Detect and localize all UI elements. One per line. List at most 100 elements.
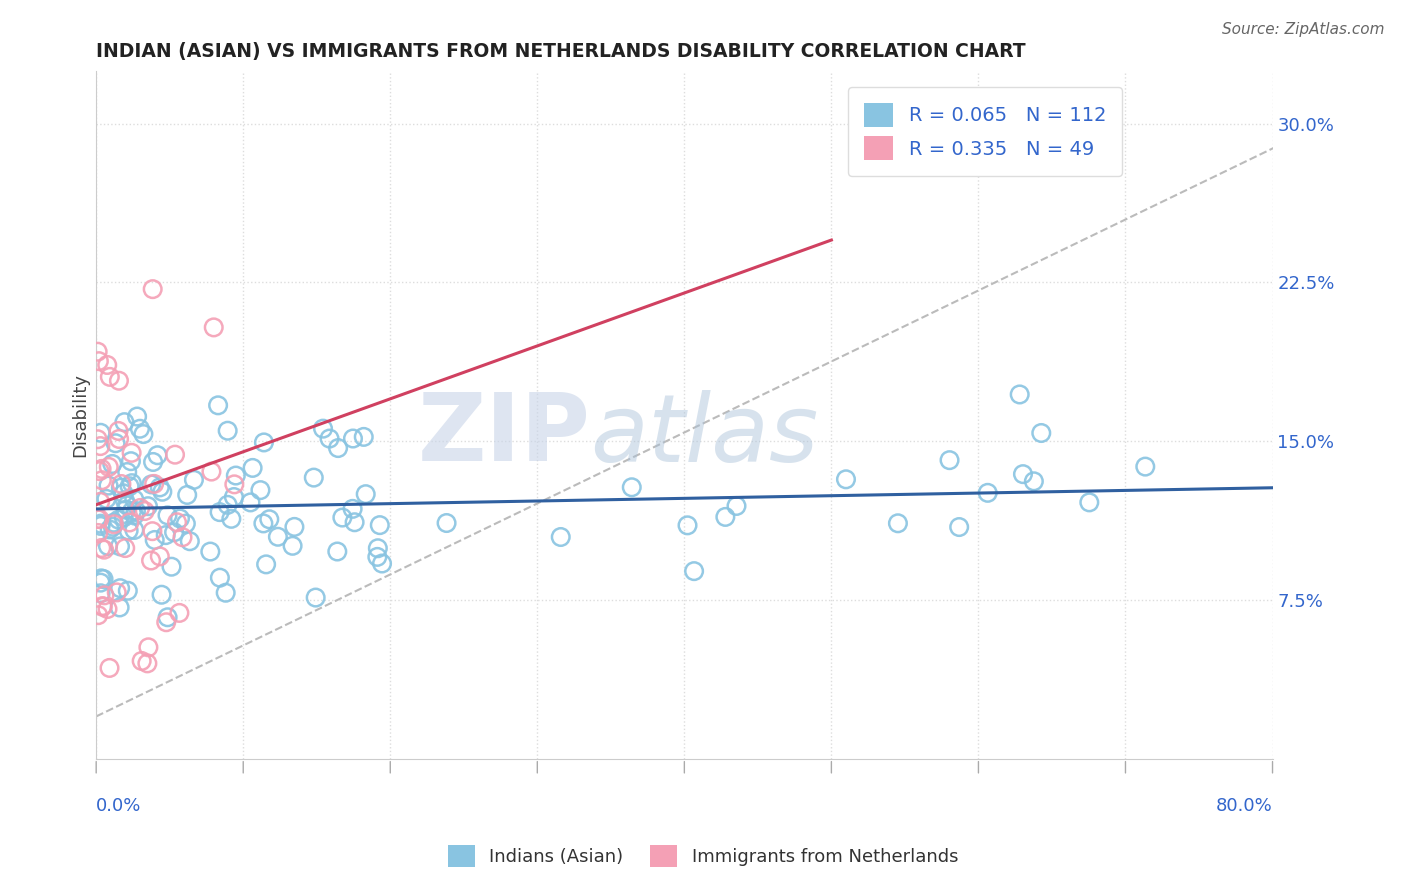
Point xyxy=(125,504,148,518)
Point xyxy=(108,539,131,553)
Point xyxy=(1008,387,1031,401)
Point xyxy=(252,516,274,531)
Point xyxy=(166,515,188,529)
Point xyxy=(714,510,737,524)
Legend: Indians (Asian), Immigrants from Netherlands: Indians (Asian), Immigrants from Netherl… xyxy=(440,838,966,874)
Point xyxy=(354,487,377,501)
Text: INDIAN (ASIAN) VS IMMIGRANTS FROM NETHERLANDS DISABILITY CORRELATION CHART: INDIAN (ASIAN) VS IMMIGRANTS FROM NETHER… xyxy=(96,42,1026,61)
Point xyxy=(1135,459,1157,474)
Text: 80.0%: 80.0% xyxy=(1216,797,1272,814)
Point xyxy=(208,571,231,585)
Point xyxy=(267,530,290,544)
Text: Source: ZipAtlas.com: Source: ZipAtlas.com xyxy=(1222,22,1385,37)
Point xyxy=(366,549,388,564)
Point xyxy=(91,599,114,613)
Point xyxy=(938,453,960,467)
Point xyxy=(105,585,128,599)
Point xyxy=(127,409,149,424)
Text: 0.0%: 0.0% xyxy=(96,797,142,814)
Point xyxy=(342,501,364,516)
Point xyxy=(436,516,458,530)
Point xyxy=(683,564,706,578)
Point xyxy=(104,436,127,450)
Point xyxy=(98,523,121,537)
Point xyxy=(136,657,159,671)
Point xyxy=(114,541,136,555)
Point xyxy=(139,553,162,567)
Point xyxy=(283,520,305,534)
Point xyxy=(620,480,643,494)
Point xyxy=(179,534,201,549)
Point xyxy=(1012,467,1035,482)
Point xyxy=(118,516,141,530)
Point xyxy=(110,481,132,495)
Point xyxy=(117,583,139,598)
Point xyxy=(110,477,132,491)
Point xyxy=(371,557,394,571)
Point xyxy=(202,320,225,334)
Point xyxy=(138,640,160,655)
Point xyxy=(143,533,166,547)
Point xyxy=(150,484,173,499)
Point xyxy=(89,439,111,453)
Text: atlas: atlas xyxy=(591,390,818,481)
Point xyxy=(332,510,354,524)
Y-axis label: Disability: Disability xyxy=(72,373,89,457)
Point xyxy=(107,513,129,527)
Point xyxy=(208,505,231,519)
Point xyxy=(96,491,118,506)
Point xyxy=(948,520,970,534)
Point xyxy=(103,517,125,532)
Point xyxy=(725,499,748,513)
Point xyxy=(124,523,146,537)
Point xyxy=(90,586,112,600)
Point xyxy=(122,492,145,507)
Point xyxy=(174,516,197,531)
Point xyxy=(90,541,112,555)
Point xyxy=(87,354,110,368)
Point xyxy=(108,374,131,388)
Point xyxy=(132,427,155,442)
Point xyxy=(183,473,205,487)
Point xyxy=(97,478,120,492)
Point xyxy=(318,432,340,446)
Point xyxy=(131,654,153,668)
Point xyxy=(112,486,135,500)
Point xyxy=(977,486,1000,500)
Point xyxy=(86,432,108,446)
Point xyxy=(98,370,121,384)
Point xyxy=(221,512,243,526)
Point xyxy=(259,512,281,526)
Point xyxy=(200,544,222,558)
Point xyxy=(117,524,139,538)
Point xyxy=(143,476,166,491)
Point xyxy=(93,588,115,602)
Point xyxy=(156,610,179,624)
Point xyxy=(90,516,112,531)
Point xyxy=(129,500,152,515)
Point xyxy=(172,530,194,544)
Point xyxy=(121,476,143,491)
Point xyxy=(114,493,136,508)
Point xyxy=(97,459,120,474)
Point xyxy=(342,432,364,446)
Point xyxy=(312,422,335,436)
Point xyxy=(217,498,239,512)
Point xyxy=(224,477,246,491)
Point xyxy=(101,519,124,533)
Point xyxy=(1078,495,1101,509)
Point xyxy=(115,465,138,479)
Point xyxy=(155,615,177,630)
Point xyxy=(302,470,325,484)
Point xyxy=(305,591,328,605)
Point xyxy=(207,398,229,412)
Point xyxy=(90,575,112,590)
Point xyxy=(112,415,135,429)
Point xyxy=(149,549,172,564)
Point xyxy=(86,344,108,359)
Point xyxy=(326,441,349,455)
Point xyxy=(89,464,111,478)
Point xyxy=(253,435,276,450)
Point xyxy=(200,465,222,479)
Point xyxy=(141,524,163,538)
